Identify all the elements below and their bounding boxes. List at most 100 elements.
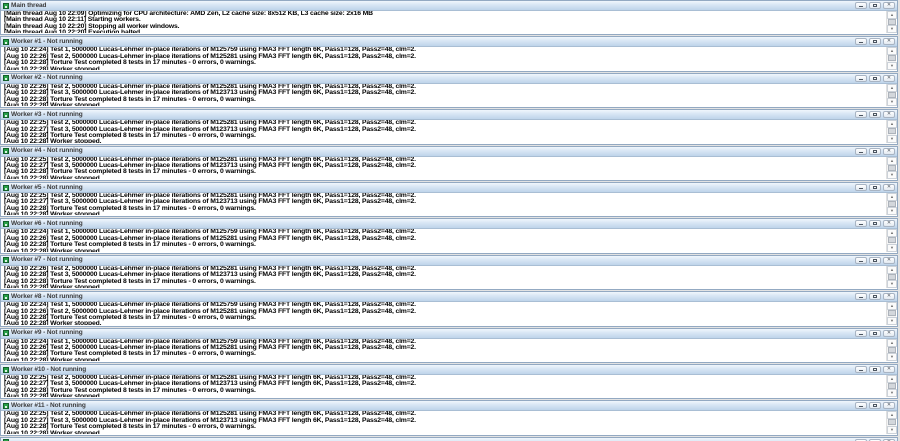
window-titlebar[interactable]: Worker #7 - Not running ✕	[1, 255, 897, 266]
maximize-button[interactable]	[869, 184, 881, 191]
close-button[interactable]: ✕	[883, 74, 895, 82]
minimize-button[interactable]	[855, 147, 867, 155]
maximize-button[interactable]	[869, 220, 881, 228]
window-titlebar[interactable]: Worker #3 - Not running ✕	[1, 110, 897, 121]
close-button[interactable]: ✕	[883, 256, 895, 264]
minimize-button[interactable]	[855, 2, 867, 9]
scroll-down-icon[interactable]: ▼	[887, 425, 897, 434]
scroll-up-icon[interactable]: ▲	[887, 375, 897, 383]
minimize-button[interactable]	[855, 74, 867, 82]
maximize-button[interactable]	[869, 2, 881, 9]
vertical-scrollbar[interactable]: ▲ ▼	[886, 375, 897, 398]
scroll-thumb[interactable]	[888, 383, 896, 389]
window-titlebar[interactable]: Worker #8 - Not running ✕	[1, 292, 897, 303]
scroll-thumb[interactable]	[888, 237, 896, 244]
vertical-scrollbar[interactable]: ▲ ▼	[886, 229, 897, 252]
scroll-thumb[interactable]	[888, 201, 896, 207]
close-button[interactable]: ✕	[883, 2, 895, 9]
maximize-button[interactable]	[869, 293, 881, 301]
scroll-up-icon[interactable]: ▲	[887, 11, 897, 19]
scroll-down-icon[interactable]: ▼	[887, 352, 897, 361]
minimize-button[interactable]	[855, 438, 867, 441]
close-button[interactable]: ✕	[883, 293, 895, 301]
maximize-button[interactable]	[869, 147, 881, 155]
window-titlebar[interactable]: Worker #11 - Not running ✕	[1, 401, 897, 412]
maximize-icon	[873, 331, 877, 335]
scroll-down-icon[interactable]: ▼	[887, 207, 897, 216]
vertical-scrollbar[interactable]: ▲ ▼	[886, 302, 897, 325]
scroll-up-icon[interactable]: ▲	[887, 229, 897, 238]
vertical-scrollbar[interactable]: ▲ ▼	[886, 193, 897, 216]
window-titlebar[interactable]: Worker #5 - Not running ✕	[1, 183, 897, 193]
scroll-up-icon[interactable]: ▲	[887, 193, 897, 201]
minimize-button[interactable]	[855, 184, 867, 191]
scroll-down-icon[interactable]: ▼	[887, 134, 897, 143]
close-button[interactable]: ✕	[883, 184, 895, 191]
scroll-down-icon[interactable]: ▼	[887, 389, 897, 398]
scroll-up-icon[interactable]: ▲	[887, 338, 897, 347]
window-titlebar[interactable]: Worker #4 - Not running ✕	[1, 146, 897, 157]
scroll-up-icon[interactable]: ▲	[887, 83, 897, 92]
window-titlebar[interactable]: Worker #9 - Not running ✕	[1, 328, 897, 339]
maximize-button[interactable]	[869, 366, 881, 373]
scroll-thumb[interactable]	[888, 128, 896, 135]
window-titlebar[interactable]: Main thread ✕	[1, 1, 897, 11]
minimize-button[interactable]	[855, 38, 867, 46]
vertical-scrollbar[interactable]: ▲ ▼	[886, 120, 897, 143]
scroll-up-icon[interactable]: ▲	[887, 156, 897, 165]
scroll-up-icon[interactable]: ▲	[887, 411, 897, 420]
vertical-scrollbar[interactable]: ▲ ▼	[886, 83, 897, 107]
window-titlebar[interactable]: Worker #10 - Not running ✕	[1, 365, 897, 375]
scroll-down-icon[interactable]: ▼	[887, 61, 897, 70]
minimize-button[interactable]	[855, 402, 867, 410]
scroll-down-icon[interactable]: ▼	[887, 316, 897, 325]
maximize-button[interactable]	[869, 256, 881, 264]
scroll-thumb[interactable]	[888, 310, 896, 317]
scroll-down-icon[interactable]: ▼	[887, 25, 897, 34]
maximize-button[interactable]	[869, 74, 881, 82]
close-button[interactable]: ✕	[883, 220, 895, 228]
close-button[interactable]: ✕	[883, 147, 895, 155]
minimize-button[interactable]	[855, 329, 867, 337]
window-titlebar[interactable]: Worker #6 - Not running ✕	[1, 219, 897, 230]
scroll-down-icon[interactable]: ▼	[887, 280, 897, 289]
vertical-scrollbar[interactable]: ▲ ▼	[886, 156, 897, 179]
scroll-thumb[interactable]	[888, 419, 896, 426]
close-button[interactable]: ✕	[883, 329, 895, 337]
scroll-up-icon[interactable]: ▲	[887, 120, 897, 129]
close-button[interactable]: ✕	[883, 111, 895, 119]
window-titlebar[interactable]: ✕	[1, 437, 897, 441]
window-titlebar[interactable]: Worker #1 - Not running ✕	[1, 37, 897, 48]
minimize-button[interactable]	[855, 366, 867, 373]
close-button[interactable]: ✕	[883, 438, 895, 441]
vertical-scrollbar[interactable]: ▲ ▼	[886, 411, 897, 434]
scroll-thumb[interactable]	[888, 346, 896, 353]
maximize-button[interactable]	[869, 111, 881, 119]
minimize-button[interactable]	[855, 111, 867, 119]
maximize-button[interactable]	[869, 402, 881, 410]
minimize-button[interactable]	[855, 256, 867, 264]
scroll-thumb[interactable]	[888, 164, 896, 171]
scroll-down-icon[interactable]: ▼	[887, 170, 897, 179]
scroll-up-icon[interactable]: ▲	[887, 302, 897, 311]
vertical-scrollbar[interactable]: ▲ ▼	[886, 338, 897, 361]
scroll-thumb[interactable]	[888, 55, 896, 62]
scroll-thumb[interactable]	[888, 273, 896, 280]
minimize-button[interactable]	[855, 220, 867, 228]
scroll-up-icon[interactable]: ▲	[887, 47, 897, 56]
close-button[interactable]: ✕	[883, 402, 895, 410]
maximize-button[interactable]	[869, 38, 881, 46]
close-button[interactable]: ✕	[883, 38, 895, 46]
scroll-down-icon[interactable]: ▼	[887, 98, 897, 107]
scroll-thumb[interactable]	[888, 91, 896, 98]
close-button[interactable]: ✕	[883, 366, 895, 373]
vertical-scrollbar[interactable]: ▲ ▼	[886, 265, 897, 289]
minimize-button[interactable]	[855, 293, 867, 301]
maximize-button[interactable]	[869, 329, 881, 337]
window-titlebar[interactable]: Worker #2 - Not running ✕	[1, 73, 897, 84]
vertical-scrollbar[interactable]: ▲ ▼	[886, 11, 897, 34]
scroll-up-icon[interactable]: ▲	[887, 265, 897, 274]
vertical-scrollbar[interactable]: ▲ ▼	[886, 47, 897, 70]
scroll-thumb[interactable]	[888, 19, 896, 25]
scroll-down-icon[interactable]: ▼	[887, 243, 897, 252]
